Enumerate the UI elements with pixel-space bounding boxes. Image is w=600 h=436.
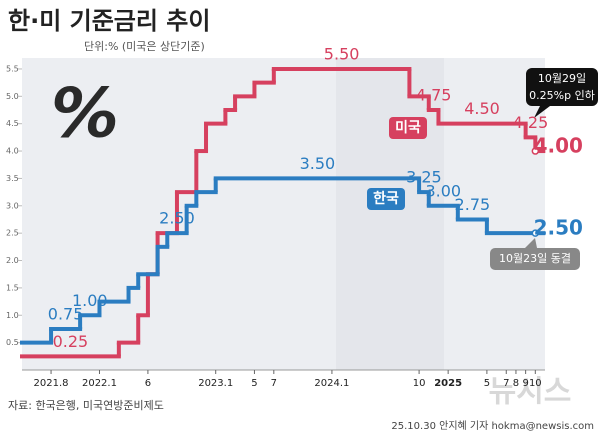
legend-box	[389, 117, 427, 139]
callout-pointer	[525, 238, 537, 248]
end-marker	[531, 229, 540, 237]
value-label: 0.25	[53, 332, 89, 351]
shade	[336, 58, 444, 370]
legend-box	[367, 188, 405, 210]
value-label: 4.50	[464, 99, 500, 118]
chart-subtitle: 단위:% (미국은 상단기준)	[84, 40, 205, 53]
y-tick-label: 4.0	[6, 147, 19, 156]
value-label: 3.00	[425, 181, 461, 200]
y-tick-label: 2.0	[6, 256, 19, 265]
y-tick-label: 5.5	[6, 64, 19, 73]
value-label: 2.50	[159, 209, 195, 228]
callout-box	[526, 68, 598, 106]
value-label: 2.75	[455, 195, 491, 214]
y-tick-label: 2.5	[6, 229, 19, 238]
value-label: 0.75	[48, 304, 84, 323]
y-tick-label: 1.0	[6, 311, 19, 320]
value-label: 4.25	[513, 113, 549, 132]
y-tick-label: 3.5	[6, 174, 19, 183]
y-tick-label: 5.0	[6, 92, 19, 101]
legend-label: 한국	[373, 191, 399, 207]
chart-title: 한·미 기준금리 추이	[8, 7, 210, 35]
value-label: 2.50	[534, 216, 583, 240]
x-tick-label: 5	[251, 378, 257, 389]
y-tick-label: 3.0	[6, 201, 19, 210]
credit: 25.10.30 안지혜 기자 hokma@newsis.com	[391, 420, 594, 432]
y-tick-label: 0.5	[6, 338, 19, 347]
x-tick-label: 5	[484, 378, 490, 389]
x-tick-label: 2025	[434, 378, 462, 389]
y-tick-label: 1.5	[6, 283, 19, 292]
callout-pointer	[534, 106, 550, 118]
x-tick-label: 2021.8	[34, 378, 69, 389]
watermark: 뉴시스	[489, 375, 572, 410]
value-label: 4.00	[534, 134, 583, 158]
value-label: 1.00	[72, 291, 108, 310]
callout-text: 10월23일 동결	[499, 251, 571, 265]
value-label: 5.50	[324, 44, 360, 63]
callout-box	[490, 248, 580, 270]
legend-label: 미국	[395, 120, 421, 136]
callout-text: 10월29일	[538, 71, 586, 85]
x-tick-label: 8	[513, 378, 519, 389]
x-tick-label: 2024.1	[314, 378, 349, 389]
x-tick-label: 10	[529, 378, 542, 389]
x-tick-label: 10	[413, 378, 426, 389]
x-tick-label: 7	[503, 378, 509, 389]
callout-text: 0.25%p 인하	[529, 88, 595, 102]
x-tick-label: 2022.1	[82, 378, 117, 389]
x-tick-label: 7	[271, 378, 277, 389]
end-marker	[531, 147, 540, 155]
value-label: 4.75	[416, 86, 452, 105]
percent-icon: %	[51, 75, 119, 154]
callout-cut: 10월29일 0.25%p 인하	[526, 68, 598, 118]
value-label: 3.50	[300, 154, 336, 173]
callout-hold: 10월23일 동결	[490, 238, 580, 270]
x-tick-label: 9	[522, 378, 528, 389]
x-tick-label: 6	[145, 378, 151, 389]
x-tick-label: 2023.1	[198, 378, 233, 389]
value-label: 3.25	[406, 168, 442, 187]
source: 자료: 한국은행, 미국연방준비제도	[8, 399, 164, 412]
y-tick-label: 4.5	[6, 119, 19, 128]
